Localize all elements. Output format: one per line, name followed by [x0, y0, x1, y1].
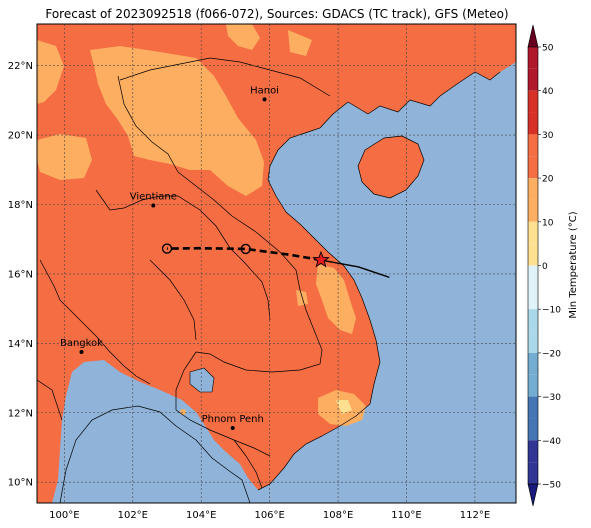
city-marker: [79, 350, 84, 355]
colorbar: 50 40 30 20 10 0 −10 −20 −30 −40 −50: [527, 24, 561, 507]
city-label: Bangkok: [60, 338, 103, 349]
colorbar-band: [528, 462, 538, 484]
cool-spot: [180, 409, 186, 415]
colorbar-band: [528, 112, 538, 135]
lon-tick-label: 100°E: [49, 510, 79, 521]
axis-ticks: 100°E 102°E 104°E 106°E 108°E 110°E 112°E 10°N 1…: [8, 61, 490, 521]
lat-tick-label: 14°N: [8, 339, 33, 350]
colorbar-tick-label: 10: [542, 218, 554, 228]
lon-tick-label: 110°E: [391, 510, 421, 521]
cool-region-south-core: [336, 400, 352, 414]
forecast-point-marker: [240, 243, 251, 255]
colorbar-band: [528, 374, 538, 397]
lon-tick-label: 112°E: [460, 510, 490, 521]
colorbar-band: [528, 47, 538, 69]
city-label: Hanoi: [250, 85, 279, 96]
lat-tick-label: 16°N: [8, 269, 33, 280]
storm-position-star-icon: [312, 250, 330, 268]
past-track-line: [320, 259, 390, 279]
lat-tick-label: 22°N: [8, 61, 33, 72]
lat-tick-label: 10°N: [8, 478, 33, 489]
colorbar-band: [528, 418, 538, 441]
colorbar-band: [528, 68, 538, 91]
colorbar-band: [528, 178, 538, 200]
colorbar-tick-label: −40: [542, 437, 561, 447]
colorbar-band: [528, 156, 538, 179]
tonle-sap-lake: [189, 367, 215, 393]
city-marker: [151, 203, 156, 208]
colorbar-band: [528, 221, 538, 244]
colorbar-band: [528, 243, 538, 266]
colorbar-tick-label: −30: [542, 393, 561, 403]
lon-tick-label: 108°E: [323, 510, 353, 521]
lon-tick-label: 104°E: [186, 510, 216, 521]
colorbar-band: [528, 265, 538, 288]
city-marker: [262, 97, 267, 102]
hainan-island: [357, 135, 425, 199]
storm-track: [161, 243, 390, 279]
colorbar-band: [528, 287, 538, 310]
colorbar-label: Min Temperature (°C): [568, 211, 579, 318]
colorbar-tick-label: 20: [542, 175, 554, 185]
colorbar-tick-label: −10: [542, 306, 561, 316]
city-label: Phnom Penh: [202, 414, 264, 425]
cool-region-north-5: [146, 110, 156, 124]
lon-tick-label: 102°E: [118, 510, 148, 521]
lat-tick-label: 18°N: [8, 200, 33, 211]
colorbar-band: [528, 90, 538, 113]
city-label: Vientiane: [130, 192, 177, 203]
colorbar-tick-label: 0: [542, 262, 548, 272]
cool-region-highlands: [316, 264, 356, 334]
colorbar-band: [528, 309, 538, 332]
city-marker: [230, 426, 235, 431]
colorbar-band: [528, 352, 538, 375]
colorbar-tick-label: 40: [542, 87, 554, 97]
cool-region-north-3: [37, 40, 64, 104]
colorbar-band: [528, 396, 538, 419]
forecast-point-marker: [161, 243, 173, 254]
cool-region-north-2: [226, 24, 260, 50]
map-area: Hanoi Vientiane Bangkok Phnom Penh: [37, 24, 516, 503]
cool-region-small: [296, 290, 308, 306]
colorbar-band: [528, 134, 538, 157]
colorbar-extend-top: [527, 24, 539, 48]
lat-tick-label: 12°N: [8, 408, 33, 419]
colorbar-band: [528, 199, 538, 222]
colorbar-extend-bottom: [527, 483, 539, 507]
cool-region-north-4: [288, 30, 312, 56]
colorbar-tick-label: 50: [542, 44, 554, 54]
figure-title: Forecast of 2023092518 (f066-072), Sourc…: [45, 7, 508, 21]
colorbar-tick-label: 30: [542, 131, 554, 141]
map-frame: [36, 23, 517, 504]
colorbar-tick-label: −50: [542, 481, 561, 491]
colorbar-band: [528, 440, 538, 463]
colorbar-tick-label: −20: [542, 349, 561, 359]
lon-tick-label: 106°E: [254, 510, 284, 521]
country-borders: [37, 24, 516, 503]
cool-region-north: [90, 46, 264, 196]
lat-tick-label: 20°N: [8, 131, 33, 142]
colorbar-band: [528, 331, 538, 353]
cities: Hanoi Vientiane Bangkok Phnom Penh: [60, 85, 279, 431]
gulf-of-thailand: [60, 406, 250, 503]
